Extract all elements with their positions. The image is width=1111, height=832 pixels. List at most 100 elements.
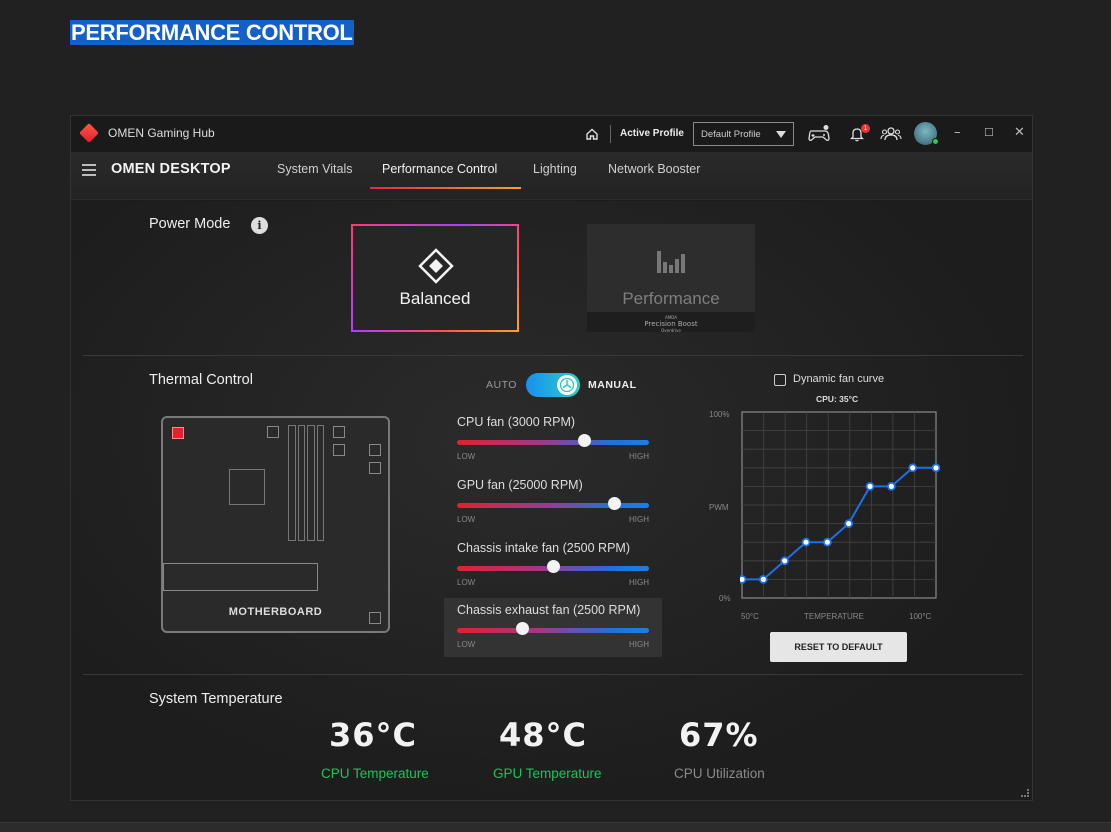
fan-low-label: LOW xyxy=(457,515,476,524)
fan-slider-knob[interactable] xyxy=(516,622,530,635)
ram-slots xyxy=(288,425,324,541)
auto-manual-toggle[interactable] xyxy=(526,373,580,397)
power-mode-balanced-label: Balanced xyxy=(399,289,471,308)
fan-low-label: LOW xyxy=(457,578,476,587)
page-heading: PERFORMANCE CONTROL xyxy=(70,20,354,45)
curve-point[interactable] xyxy=(801,537,811,547)
x-axis-label: TEMPERATURE xyxy=(804,612,864,621)
home-icon[interactable] xyxy=(584,124,600,144)
curve-point[interactable] xyxy=(740,575,747,584)
tab-network-booster[interactable]: Network Booster xyxy=(608,162,701,176)
online-status-dot xyxy=(932,138,939,145)
fan-high-label: HIGH xyxy=(629,452,649,461)
power-mode-title: Power Mode xyxy=(149,216,231,232)
profile-dropdown[interactable]: Default Profile xyxy=(693,122,794,146)
device-name: OMEN DESKTOP xyxy=(111,161,231,177)
motherboard-label: MOTHERBOARD xyxy=(228,606,323,618)
fan-location-marker[interactable] xyxy=(369,612,381,624)
fan-low-label: LOW xyxy=(457,452,476,461)
power-mode-performance[interactable]: Performance AMDA Precision Boost Overdri… xyxy=(587,224,755,333)
curve-point[interactable] xyxy=(908,463,918,473)
curve-point[interactable] xyxy=(822,537,832,547)
omen-app-window: OMEN Gaming Hub Active Profile Default P… xyxy=(70,115,1033,801)
amd-footer-line1: AMDA xyxy=(665,315,677,320)
curve-point[interactable] xyxy=(886,482,896,491)
fan-label: GPU fan (25000 RPM) xyxy=(457,478,583,492)
cpu-socket xyxy=(229,469,265,505)
cpu-utilization-value: 67% xyxy=(679,716,759,754)
info-icon[interactable]: i xyxy=(251,217,268,234)
cpu-temperature-label: CPU Temperature xyxy=(321,766,429,781)
app-title: OMEN Gaming Hub xyxy=(108,126,215,140)
reset-to-default-button[interactable]: RESET TO DEFAULT xyxy=(770,632,907,662)
tab-lighting[interactable]: Lighting xyxy=(533,162,577,176)
diamond-icon xyxy=(418,248,454,284)
gpu-fan-control[interactable]: GPU fan (25000 RPM) LOW HIGH xyxy=(444,478,662,537)
fan-location-marker[interactable] xyxy=(369,444,381,456)
motherboard-diagram: MOTHERBOARD xyxy=(161,416,390,633)
power-mode-performance-label: Performance xyxy=(622,289,720,308)
tab-system-vitals[interactable]: System Vitals xyxy=(277,162,353,176)
system-temperature-title: System Temperature xyxy=(149,691,283,707)
fan-location-marker[interactable] xyxy=(333,444,345,456)
omen-logo-icon xyxy=(79,123,99,143)
chassis-intake-fan-control[interactable]: Chassis intake fan (2500 RPM) LOW HIGH xyxy=(444,541,662,600)
chassis-exhaust-fan-control[interactable]: Chassis exhaust fan (2500 RPM) LOW HIGH xyxy=(444,598,662,657)
curve-point[interactable] xyxy=(931,463,940,473)
user-avatar[interactable] xyxy=(914,122,939,145)
curve-point[interactable] xyxy=(865,482,875,491)
fan-slider-knob[interactable] xyxy=(577,434,591,447)
hamburger-menu-icon[interactable] xyxy=(82,164,96,179)
fan-location-marker[interactable] xyxy=(369,462,381,474)
fan-high-label: HIGH xyxy=(629,640,649,649)
y-axis-top-label: 100% xyxy=(709,410,730,419)
fan-slider-track[interactable] xyxy=(457,503,649,508)
gpu-temperature-value: 48°C xyxy=(499,716,588,754)
curve-point[interactable] xyxy=(758,574,768,584)
chevron-down-icon xyxy=(776,131,786,138)
gamepad-icon[interactable] xyxy=(806,124,832,144)
fan-slider-track[interactable] xyxy=(457,440,649,445)
fan-curve-chart[interactable] xyxy=(740,410,940,606)
close-icon[interactable]: ✕ xyxy=(1014,125,1025,140)
amd-precision-boost-badge: AMDA Precision Boost Overdrive xyxy=(587,312,755,333)
cpu-utilization-label: CPU Utilization xyxy=(674,766,765,781)
active-tab-indicator xyxy=(370,187,521,189)
fan-high-label: HIGH xyxy=(629,578,649,587)
curve-point[interactable] xyxy=(780,556,790,566)
fan-label: Chassis exhaust fan (2500 RPM) xyxy=(457,603,641,617)
fan-label: Chassis intake fan (2500 RPM) xyxy=(457,541,630,555)
toggle-manual-label: MANUAL xyxy=(588,379,637,391)
dynamic-fan-curve-checkbox[interactable] xyxy=(774,374,786,386)
x-axis-left-label: 50°C xyxy=(741,612,759,621)
toggle-auto-label: AUTO xyxy=(486,379,517,391)
section-divider xyxy=(83,674,1023,675)
friends-icon[interactable] xyxy=(880,124,902,144)
cpu-fan-control[interactable]: CPU fan (3000 RPM) LOW HIGH xyxy=(444,415,662,474)
maximize-icon[interactable]: ☐ xyxy=(984,126,994,139)
main-content: Power Mode i Balanced Performance AMDA P… xyxy=(71,201,1032,800)
title-separator xyxy=(610,125,611,143)
curve-point[interactable] xyxy=(844,519,854,528)
x-axis-right-label: 100°C xyxy=(909,612,932,621)
minimize-icon[interactable]: – xyxy=(954,125,961,140)
fan-low-label: LOW xyxy=(457,640,476,649)
tab-performance-control[interactable]: Performance Control xyxy=(382,162,498,176)
fan-label: CPU fan (3000 RPM) xyxy=(457,415,576,429)
fan-curve-line xyxy=(742,466,936,581)
fan-slider-track[interactable] xyxy=(457,628,649,633)
gpu-temperature-label: GPU Temperature xyxy=(493,766,602,781)
bottom-strip xyxy=(0,822,1111,832)
fan-location-marker[interactable] xyxy=(333,426,345,438)
fan-location-marker[interactable] xyxy=(267,426,279,438)
fan-icon xyxy=(559,377,575,393)
section-divider xyxy=(83,355,1023,356)
fan-slider-knob[interactable] xyxy=(547,560,560,573)
bell-icon[interactable] xyxy=(849,124,865,144)
amd-footer-line3: Overdrive xyxy=(661,328,681,333)
power-mode-balanced[interactable]: Balanced xyxy=(351,224,519,332)
cpu-fan-location-marker[interactable] xyxy=(172,427,184,439)
active-profile-label: Active Profile xyxy=(620,128,684,139)
resize-grip[interactable] xyxy=(1021,789,1029,797)
fan-slider-knob[interactable] xyxy=(608,497,622,510)
